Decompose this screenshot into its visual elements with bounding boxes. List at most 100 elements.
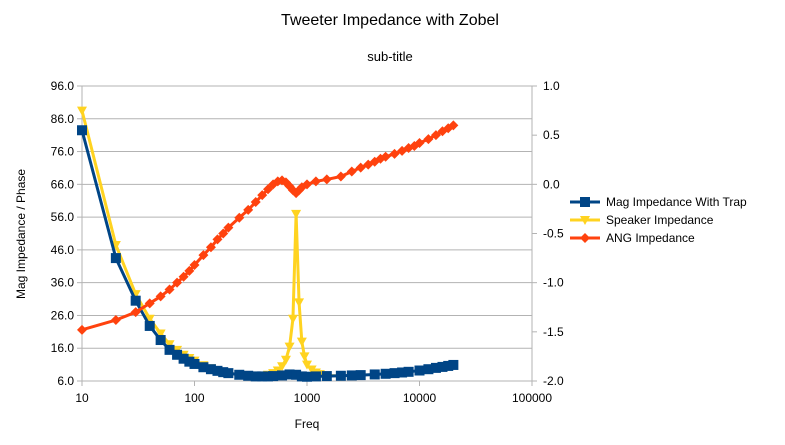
y2-tick-label: -1.0 (543, 276, 564, 290)
data-point (287, 314, 298, 324)
data-point (212, 365, 223, 376)
data-point (155, 291, 166, 302)
data-point (234, 212, 245, 223)
data-point (243, 204, 254, 215)
legend-marker (580, 216, 590, 225)
y2-tick-label: -2.0 (543, 374, 564, 388)
legend-marker (580, 197, 590, 207)
data-point (155, 329, 166, 339)
y-tick-label: 66.0 (51, 177, 75, 191)
data-point (144, 320, 155, 331)
data-point (205, 242, 216, 253)
y-tick-label: 16.0 (51, 341, 75, 355)
y-tick-label: 76.0 (51, 145, 75, 159)
data-point (205, 364, 216, 375)
data-point (189, 259, 200, 270)
legend-entry: Speaker Impedance (570, 213, 714, 227)
data-point (164, 344, 175, 355)
data-point (277, 370, 288, 381)
y2-tick-label: -1.5 (543, 325, 564, 339)
data-point (257, 371, 268, 382)
tick-labels: 6.0 16.0 26.0 36.0 46.0 56.0 66.0 76.0 86.0 96.0 -… (51, 79, 564, 405)
data-point (397, 367, 408, 378)
data-point (355, 370, 366, 381)
data-point (223, 368, 234, 379)
y-axis-label: Mag Impedance / Phase (14, 169, 28, 299)
series-ang-impedance (77, 120, 459, 335)
data-point (389, 368, 400, 379)
data-point (77, 106, 87, 116)
data-point (302, 360, 312, 370)
data-point (310, 371, 321, 382)
data-point (346, 166, 357, 177)
x-tick-label: 10 (75, 391, 89, 405)
data-point (110, 253, 121, 264)
data-point (189, 358, 200, 369)
data-point (306, 365, 317, 375)
data-point (164, 340, 175, 350)
y-tick-label: 36.0 (51, 276, 75, 290)
data-point (302, 179, 312, 190)
data-point (302, 371, 312, 382)
data-point (178, 271, 189, 282)
legend-entry: ANG Impedance (570, 231, 695, 245)
data-point (423, 364, 434, 375)
data-point (178, 353, 189, 364)
data-point (243, 370, 254, 381)
data-point (250, 371, 261, 382)
y2-tick-label: 0.5 (543, 128, 560, 142)
data-point (164, 284, 175, 295)
data-point (284, 342, 295, 352)
data-point (77, 324, 87, 335)
legend-marker (580, 233, 590, 243)
data-point (380, 368, 391, 379)
data-point (423, 134, 434, 145)
data-point (414, 365, 425, 376)
data-point (172, 277, 183, 288)
x-axis-label: Freq (295, 417, 320, 431)
data-point (130, 307, 141, 318)
grid-lines (82, 85, 532, 382)
data-point (144, 298, 155, 309)
data-point (296, 337, 307, 347)
data-point (414, 138, 425, 149)
data-point (218, 367, 229, 378)
data-point (321, 174, 332, 185)
x-tick-label: 100000 (512, 391, 552, 405)
data-point (184, 356, 195, 367)
data-point (262, 184, 273, 195)
data-point (223, 222, 234, 233)
chart-subtitle: sub-title (367, 49, 413, 64)
data-point (110, 315, 121, 326)
data-point (310, 176, 321, 187)
data-point (335, 171, 346, 182)
data-point (155, 335, 166, 346)
data-point (430, 130, 441, 141)
x-tick-label: 100 (184, 391, 204, 405)
data-point (268, 371, 279, 382)
series-layer (77, 106, 459, 382)
data-point (443, 123, 454, 134)
y2-tick-label: -0.5 (543, 227, 564, 241)
data-point (198, 250, 209, 261)
data-point (144, 314, 155, 324)
y-tick-label: 56.0 (51, 210, 75, 224)
data-point (234, 369, 245, 380)
y-tick-label: 96.0 (51, 79, 75, 93)
data-point (277, 362, 288, 372)
data-point (257, 190, 268, 201)
data-point (335, 370, 346, 381)
data-point (280, 355, 291, 365)
y-tick-label: 46.0 (51, 243, 75, 257)
legend: Mag Impedance With Trap Speaker Impedance… (570, 195, 747, 245)
y2-tick-label: 0.0 (543, 177, 560, 191)
data-point (172, 349, 183, 360)
y-tick-label: 6.0 (57, 374, 74, 388)
data-point (130, 295, 141, 306)
data-point (448, 120, 459, 131)
data-point (184, 265, 195, 276)
data-point (321, 371, 332, 382)
data-point (448, 359, 459, 370)
y-tick-label: 86.0 (51, 112, 75, 126)
